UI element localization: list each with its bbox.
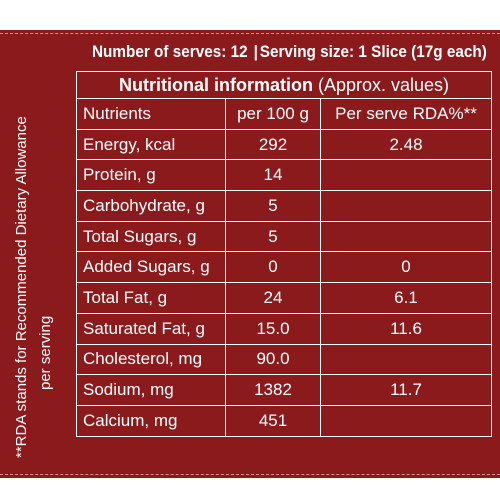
- header-nutrients: Nutrients: [76, 98, 226, 130]
- table-row: Added Sugars, g 0 0: [76, 251, 492, 284]
- rda-value: 11.7: [320, 374, 492, 406]
- rda-value: [320, 220, 492, 253]
- nutrient-name: Protein, g: [76, 159, 226, 192]
- nutrient-name: Total Fat, g: [76, 282, 226, 314]
- per-100g-value: 14: [225, 159, 321, 192]
- rda-footnote: **RDA stands for Recommended Dietary All…: [6, 100, 66, 460]
- table-title-main: Nutritional information: [118, 75, 313, 95]
- table-row: Saturated Fat, g 15.0 11.6: [76, 312, 492, 345]
- rda-value: 2.48: [320, 128, 492, 161]
- serving-info: Number of serves: 12 | Serving size: 1 Sl…: [92, 42, 487, 62]
- per-100g-value: 5: [225, 190, 321, 222]
- table-title-sub: (Approx. values): [317, 75, 450, 95]
- rda-footnote-line-2: per serving: [37, 315, 54, 390]
- nutrient-name: Added Sugars, g: [76, 251, 226, 284]
- nutrient-name: Calcium, mg: [76, 404, 226, 437]
- per-100g-value: 451: [225, 404, 321, 437]
- rda-value: 6.1: [320, 282, 492, 314]
- rda-value: [320, 159, 492, 192]
- nutrient-name: Energy, kcal: [76, 128, 226, 161]
- table-row: Total Fat, g 24 6.1: [76, 282, 492, 314]
- top-dashed-border: [0, 33, 500, 34]
- per-100g-value: 1382: [225, 374, 321, 406]
- table-row: Sodium, mg 1382 11.7: [76, 374, 492, 406]
- table-row: Energy, kcal 292 2.48: [76, 128, 492, 161]
- per-100g-value: 90.0: [225, 343, 321, 376]
- rda-value: [320, 404, 492, 437]
- table-header-row: Nutrients per 100 g Per serve RDA%**: [76, 98, 492, 130]
- number-of-serves: Number of serves: 12: [92, 42, 248, 61]
- rda-value: [320, 190, 492, 222]
- bottom-dashed-border: [0, 474, 500, 475]
- serving-separator: |: [253, 42, 258, 61]
- nutrition-table: Nutritional information (Approx. values)…: [76, 71, 492, 437]
- nutrient-name: Cholesterol, mg: [76, 343, 226, 376]
- nutrient-name: Sodium, mg: [76, 374, 226, 406]
- table-row: Calcium, mg 451: [76, 404, 492, 437]
- table-title-row: Nutritional information (Approx. values): [76, 71, 492, 99]
- nutrient-name: Carbohydrate, g: [76, 190, 226, 222]
- header-rda: Per serve RDA%**: [320, 98, 492, 130]
- per-100g-value: 15.0: [225, 312, 321, 345]
- table-row: Protein, g 14: [76, 159, 492, 192]
- rda-value: 0: [320, 251, 492, 284]
- rda-value: [320, 343, 492, 376]
- rda-footnote-line-1: **RDA stands for Recommended Dietary All…: [13, 116, 30, 458]
- per-100g-value: 5: [225, 220, 321, 253]
- per-100g-value: 0: [225, 251, 321, 284]
- table-row: Cholesterol, mg 90.0: [76, 343, 492, 376]
- per-100g-value: 292: [225, 128, 321, 161]
- table-row: Carbohydrate, g 5: [76, 190, 492, 222]
- table-row: Total Sugars, g 5: [76, 220, 492, 253]
- table-title: Nutritional information (Approx. values): [76, 71, 492, 99]
- header-per-100g: per 100 g: [225, 98, 321, 130]
- nutrient-name: Saturated Fat, g: [76, 312, 226, 345]
- nutrient-name: Total Sugars, g: [76, 220, 226, 253]
- serving-size: Serving size: 1 Slice (17g each): [259, 42, 487, 61]
- rda-value: 11.6: [320, 312, 492, 345]
- per-100g-value: 24: [225, 282, 321, 314]
